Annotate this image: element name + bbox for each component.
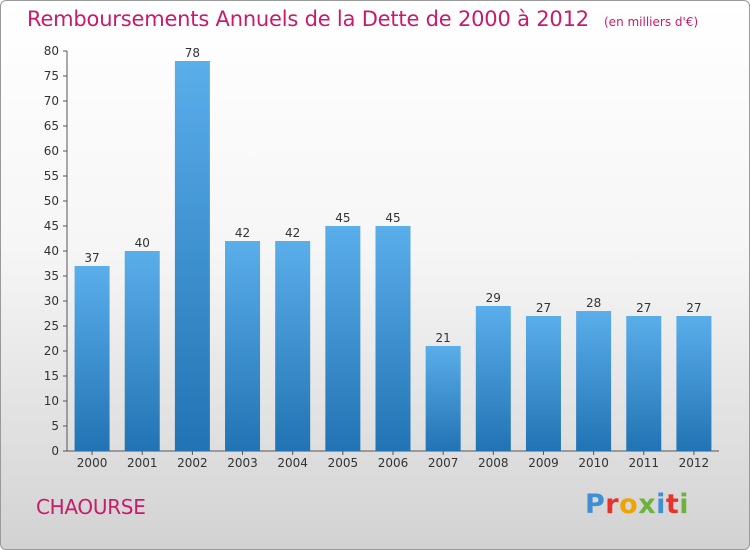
- bar-value-label: 40: [135, 236, 150, 250]
- logo-letter: i: [656, 489, 666, 520]
- y-tick-label: 0: [51, 444, 59, 458]
- bar-value-label: 27: [636, 301, 651, 315]
- bar: [576, 311, 612, 451]
- logo-letter: r: [605, 489, 620, 520]
- bar: [124, 251, 160, 451]
- y-tick-label: 55: [44, 169, 59, 183]
- x-tick-label: 2001: [127, 456, 158, 470]
- bar: [74, 266, 110, 451]
- bar-value-label: 29: [486, 291, 501, 305]
- y-tick-label: 65: [44, 119, 59, 133]
- y-tick-label: 40: [44, 244, 59, 258]
- bar-value-label: 28: [586, 296, 601, 310]
- x-tick-label: 2000: [77, 456, 108, 470]
- y-tick-label: 75: [44, 69, 59, 83]
- x-tick-label: 2009: [528, 456, 559, 470]
- y-tick-label: 25: [44, 319, 59, 333]
- y-tick-label: 30: [44, 294, 59, 308]
- chart-unit: (en milliers d'€): [604, 15, 699, 29]
- logo-letter: P: [585, 489, 606, 520]
- logo-letter: o: [619, 489, 639, 520]
- logo-letter: t: [665, 489, 680, 520]
- bar: [475, 306, 511, 451]
- x-tick-label: 2007: [428, 456, 459, 470]
- y-tick-label: 35: [44, 269, 59, 283]
- bar-value-label: 37: [84, 251, 99, 265]
- bar-value-label: 27: [536, 301, 551, 315]
- bar: [375, 226, 411, 451]
- y-tick-label: 60: [44, 144, 59, 158]
- x-tick-label: 2002: [177, 456, 208, 470]
- y-tick-label: 15: [44, 369, 59, 383]
- proxiti-logo: Proxiti: [585, 489, 689, 520]
- bar-value-label: 78: [185, 46, 200, 60]
- x-tick-label: 2005: [328, 456, 359, 470]
- x-tick-label: 2010: [578, 456, 609, 470]
- bar: [626, 316, 662, 451]
- y-tick-label: 50: [44, 194, 59, 208]
- x-tick-label: 2008: [478, 456, 509, 470]
- bar: [325, 226, 361, 451]
- x-tick-label: 2011: [628, 456, 659, 470]
- bar-value-label: 42: [235, 226, 250, 240]
- y-tick-label: 70: [44, 94, 59, 108]
- x-tick-label: 2012: [679, 456, 710, 470]
- y-tick-label: 5: [51, 419, 59, 433]
- x-tick-label: 2003: [227, 456, 258, 470]
- x-tick-label: 2006: [378, 456, 409, 470]
- y-tick-label: 45: [44, 219, 59, 233]
- bar-value-label: 42: [285, 226, 300, 240]
- chart-header: Remboursements Annuels de la Dette de 20…: [27, 7, 698, 31]
- bar: [225, 241, 261, 451]
- bar: [525, 316, 561, 451]
- y-tick-label: 20: [44, 344, 59, 358]
- logo-letter: x: [638, 489, 657, 520]
- bar: [425, 346, 461, 451]
- y-tick-label: 10: [44, 394, 59, 408]
- y-tick-label: 80: [44, 44, 59, 58]
- chart-title: Remboursements Annuels de la Dette de 20…: [27, 7, 589, 31]
- bar-value-label: 45: [335, 211, 350, 225]
- logo-letter: i: [679, 489, 690, 520]
- bar-value-label: 27: [686, 301, 701, 315]
- bar: [174, 61, 210, 451]
- bar-value-label: 45: [385, 211, 400, 225]
- bar-value-label: 21: [436, 331, 451, 345]
- x-tick-label: 2004: [277, 456, 308, 470]
- place-name: CHAOURSE: [36, 495, 146, 519]
- bar: [275, 241, 311, 451]
- bar: [676, 316, 712, 451]
